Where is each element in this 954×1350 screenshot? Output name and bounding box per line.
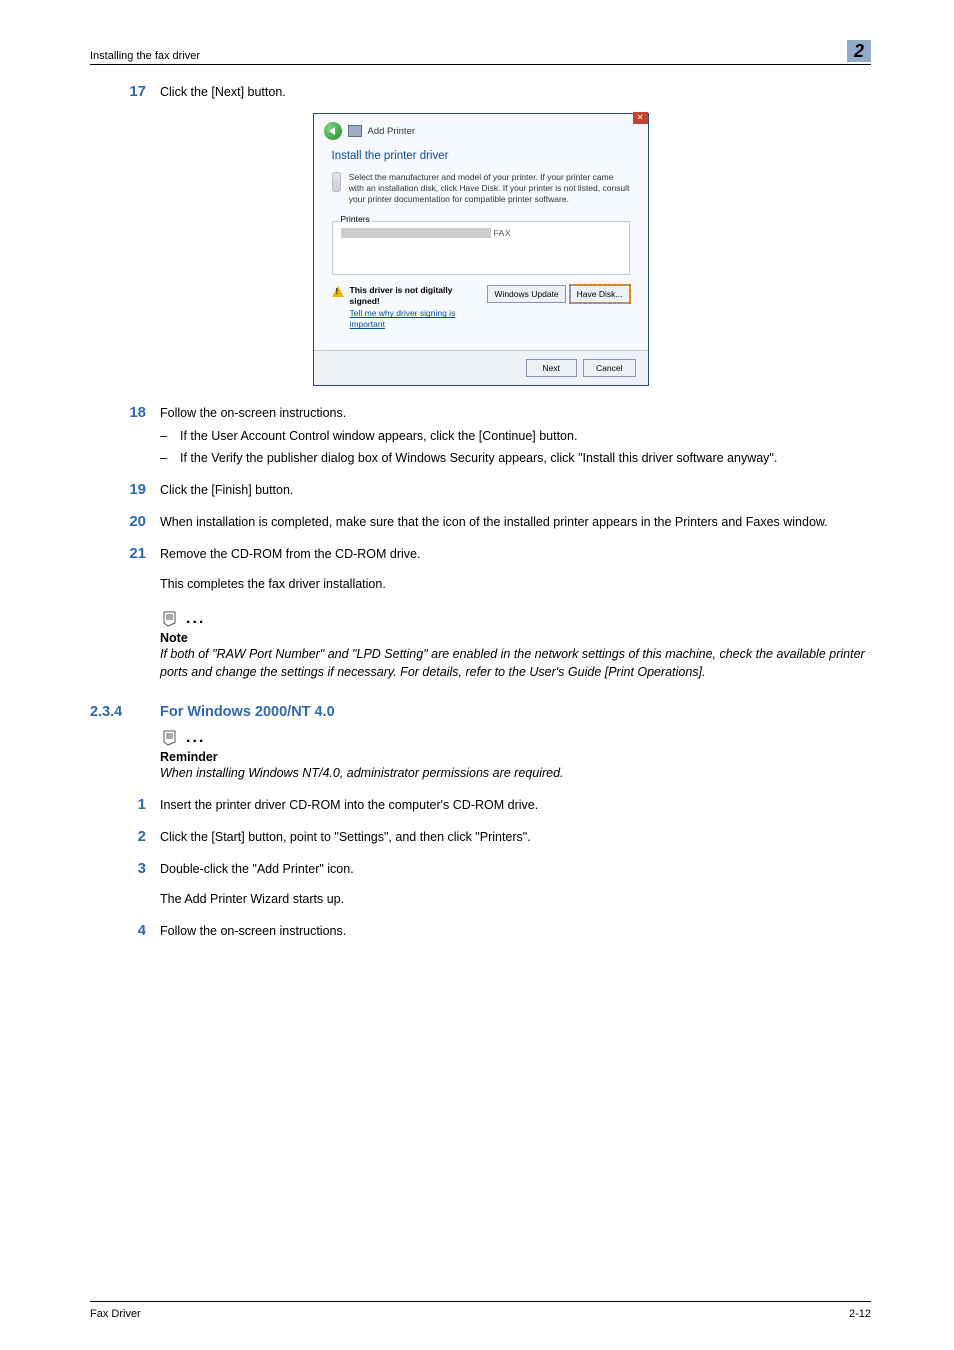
step-20: 20 When installation is completed, make … — [90, 513, 871, 531]
printers-label: Printers — [339, 214, 372, 224]
dash-bullet: – — [160, 449, 180, 467]
step-number: 17 — [90, 83, 160, 100]
step-subitem: – If the User Account Control window app… — [160, 427, 871, 445]
driver-signing-link[interactable]: Tell me why driver signing is important — [350, 308, 482, 330]
add-printer-dialog: ✕ Add Printer Install the printer driver… — [313, 113, 649, 386]
reminder-label: Reminder — [160, 750, 871, 764]
dialog-breadcrumb: Add Printer — [368, 126, 416, 137]
step-2: 2 Click the [Start] button, point to "Se… — [90, 828, 871, 846]
next-button[interactable]: Next — [526, 359, 577, 377]
section-heading: 2.3.4 For Windows 2000/NT 4.0 — [90, 704, 871, 720]
step-18: 18 Follow the on-screen instructions. – … — [90, 404, 871, 466]
chapter-number-badge: 2 — [847, 40, 871, 62]
step-extra-text: The Add Printer Wizard starts up. — [160, 890, 871, 908]
reminder-body: When installing Windows NT/4.0, administ… — [160, 764, 871, 782]
step-subtext: If the User Account Control window appea… — [180, 427, 577, 445]
have-disk-button[interactable]: Have Disk... — [570, 285, 630, 303]
disk-icon — [332, 172, 341, 192]
step-19: 19 Click the [Finish] button. — [90, 481, 871, 499]
step-text: Double-click the "Add Printer" icon. — [160, 860, 871, 878]
step-number: 2 — [90, 828, 160, 845]
step-number: 20 — [90, 513, 160, 530]
step-text: Click the [Next] button. — [160, 83, 871, 101]
step-number: 19 — [90, 481, 160, 498]
dialog-title: Install the printer driver — [332, 150, 630, 162]
footer-page-number: 2-12 — [849, 1308, 871, 1320]
step-number: 3 — [90, 860, 160, 877]
step-text: Follow the on-screen instructions. — [160, 404, 871, 422]
step-text: When installation is completed, make sur… — [160, 513, 871, 531]
note-dots: ... — [186, 610, 205, 628]
step-subtext: If the Verify the publisher dialog box o… — [180, 449, 777, 467]
note-dots: ... — [186, 729, 205, 747]
page-footer: Fax Driver 2-12 — [90, 1301, 871, 1320]
step-text: Insert the printer driver CD-ROM into th… — [160, 796, 871, 814]
step-subitem: – If the Verify the publisher dialog box… — [160, 449, 871, 467]
step-text: Click the [Start] button, point to "Sett… — [160, 828, 871, 846]
dash-bullet: – — [160, 427, 180, 445]
step-4: 4 Follow the on-screen instructions. — [90, 922, 871, 940]
note-block: ... Note If both of "RAW Port Number" an… — [160, 609, 871, 681]
header-section-title: Installing the fax driver — [90, 50, 200, 62]
section-number: 2.3.4 — [90, 704, 160, 720]
note-body: If both of "RAW Port Number" and "LPD Se… — [160, 645, 871, 681]
step-text: Remove the CD-ROM from the CD-ROM drive. — [160, 545, 871, 563]
step-1: 1 Insert the printer driver CD-ROM into … — [90, 796, 871, 814]
step-extra-text: This completes the fax driver installati… — [160, 575, 871, 593]
note-label: Note — [160, 631, 871, 645]
back-arrow-icon[interactable] — [324, 122, 342, 140]
step-17: 17 Click the [Next] button. — [90, 83, 871, 101]
step-text: Click the [Finish] button. — [160, 481, 871, 499]
step-3: 3 Double-click the "Add Printer" icon. T… — [90, 860, 871, 908]
section-title: For Windows 2000/NT 4.0 — [160, 704, 335, 720]
step-text: Follow the on-screen instructions. — [160, 922, 871, 940]
dialog-description: Select the manufacturer and model of you… — [349, 172, 630, 205]
note-icon — [160, 609, 180, 629]
warning-icon — [332, 286, 344, 297]
printer-list-item[interactable]: XXXXX X XXXXX X X X XXX Xxxxx FAX — [333, 222, 629, 244]
step-number: 4 — [90, 922, 160, 939]
close-icon[interactable]: ✕ — [633, 112, 648, 124]
page-header: Installing the fax driver 2 — [90, 40, 871, 65]
cancel-button[interactable]: Cancel — [583, 359, 635, 377]
step-21: 21 Remove the CD-ROM from the CD-ROM dri… — [90, 545, 871, 593]
printer-icon — [348, 125, 362, 137]
step-number: 1 — [90, 796, 160, 813]
note-icon — [160, 728, 180, 748]
warning-text: This driver is not digitally signed! — [350, 285, 453, 306]
footer-left: Fax Driver — [90, 1308, 141, 1320]
reminder-block: ... Reminder When installing Windows NT/… — [160, 728, 871, 782]
driver-signing-warning: This driver is not digitally signed! Tel… — [332, 285, 630, 330]
windows-update-button[interactable]: Windows Update — [487, 285, 565, 303]
printers-listbox[interactable]: Printers XXXXX X XXXXX X X X XXX Xxxxx F… — [332, 221, 630, 275]
step-number: 21 — [90, 545, 160, 562]
dialog-header: Add Printer — [314, 114, 648, 144]
step-number: 18 — [90, 404, 160, 421]
dialog-footer: Next Cancel — [314, 350, 648, 385]
